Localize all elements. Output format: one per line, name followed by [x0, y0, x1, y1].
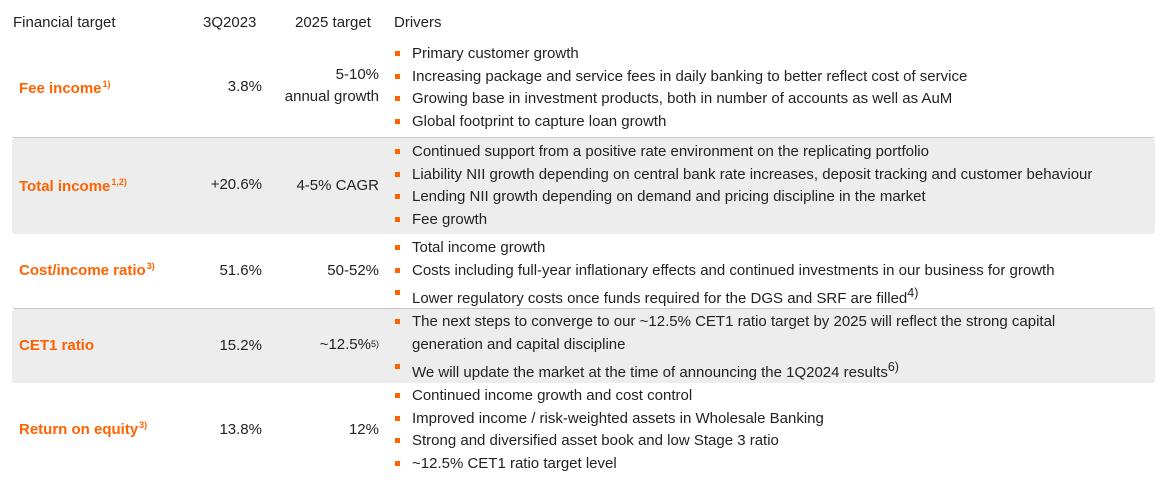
header-financial-target: Financial target [13, 14, 116, 31]
current-value: 13.8% [219, 421, 262, 438]
current-value: 51.6% [219, 262, 262, 279]
target-value: 12% [348, 421, 379, 438]
driver-item: Lending NII growth depending on demand a… [395, 186, 1092, 209]
header-2025-target: 2025 target [295, 14, 371, 31]
row-label: CET1 ratio [19, 337, 95, 354]
row-return-on-equity: Return on equity3) 13.8% 12% Continued i… [12, 385, 1155, 477]
header-drivers: Drivers [394, 14, 442, 31]
drivers-list: Continued income growth and cost control… [395, 385, 824, 475]
driver-item: Total income growth [395, 237, 1055, 260]
target-value: 5-10% annual growth [284, 66, 379, 105]
driver-item: Lower regulatory costs once funds requir… [395, 282, 1055, 311]
driver-item: Growing base in investment products, bot… [395, 88, 967, 111]
driver-item: ~12.5% CET1 ratio target level [395, 453, 824, 476]
row-label: Fee income1) [19, 79, 111, 97]
driver-item: Liability NII growth depending on centra… [395, 164, 1092, 187]
current-value: +20.6% [210, 176, 262, 193]
driver-item: Continued support from a positive rate e… [395, 141, 1092, 164]
current-value: 15.2% [219, 337, 262, 354]
row-label: Cost/income ratio3) [19, 261, 155, 279]
driver-item: The next steps to converge to our ~12.5%… [395, 311, 1055, 356]
driver-item: Primary customer growth [395, 43, 967, 66]
drivers-list: Total income growth Costs including full… [395, 237, 1055, 311]
drivers-list: Continued support from a positive rate e… [395, 141, 1092, 231]
row-total-income: Total income1,2) +20.6% 4-5% CAGR Contin… [12, 138, 1155, 234]
header-3q2023: 3Q2023 [203, 14, 257, 31]
driver-item: Fee growth [395, 209, 1092, 232]
target-value: ~12.5%5) [319, 336, 379, 353]
row-label: Return on equity3) [19, 420, 148, 438]
target-value: 50-52% [327, 262, 379, 279]
driver-item: Strong and diversified asset book and lo… [395, 430, 824, 453]
row-label: Total income1,2) [19, 177, 127, 195]
row-fee-income: Fee income1) 3.8% 5-10% annual growth Pr… [12, 40, 1155, 138]
row-cost-income-ratio: Cost/income ratio3) 51.6% 50-52% Total i… [12, 236, 1155, 309]
driver-item: Increasing package and service fees in d… [395, 66, 967, 89]
driver-item: Global footprint to capture loan growth [395, 111, 967, 134]
driver-item: Continued income growth and cost control [395, 385, 824, 408]
driver-item: Improved income / risk-weighted assets i… [395, 408, 824, 431]
target-value: 4-5% CAGR [296, 177, 379, 194]
driver-item: Costs including full-year inflationary e… [395, 260, 1055, 283]
current-value: 3.8% [227, 78, 262, 95]
driver-item: We will update the market at the time of… [395, 356, 1055, 385]
drivers-list: Primary customer growth Increasing packa… [395, 43, 967, 133]
drivers-list: The next steps to converge to our ~12.5%… [395, 311, 1055, 385]
row-cet1-ratio: CET1 ratio 15.2% ~12.5%5) The next steps… [12, 309, 1155, 383]
